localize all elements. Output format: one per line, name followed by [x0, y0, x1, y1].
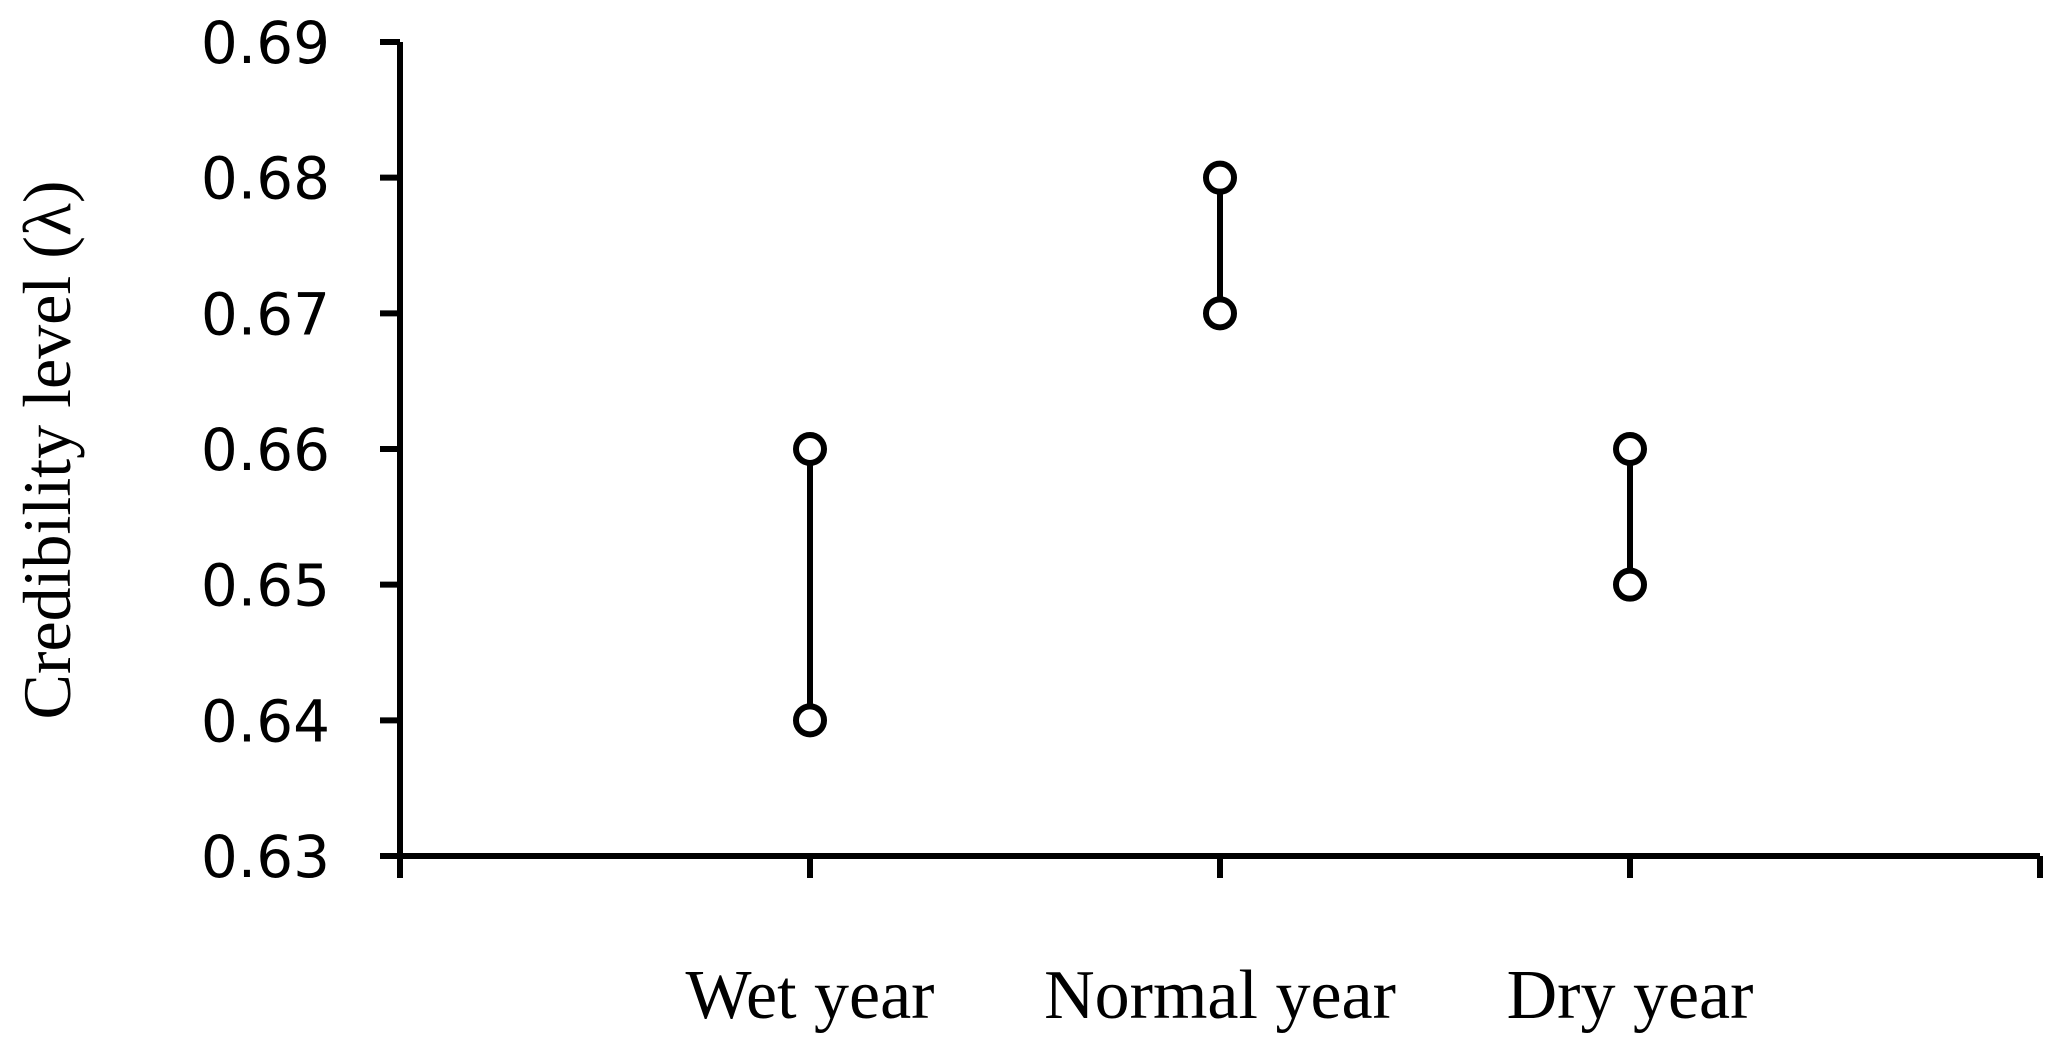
range-mark	[1613, 432, 1647, 602]
range-mark	[793, 432, 827, 738]
range-low-point	[1613, 567, 1647, 602]
y-tick-label: 0.69	[201, 9, 330, 77]
y-axis: 0.63 0.64 0.65 0.66 0.67 0.68 0.69	[201, 9, 403, 891]
y-tick-label: 0.65	[201, 552, 330, 620]
x-category-label: Wet year	[686, 957, 935, 1034]
range-low-point	[793, 703, 827, 738]
range-mark	[1203, 160, 1237, 331]
y-tick-label: 0.63	[201, 823, 330, 891]
x-category-label: Normal year	[1044, 957, 1396, 1034]
range-high-point	[1203, 160, 1237, 195]
y-tick-label: 0.66	[201, 416, 330, 484]
y-tick-label: 0.68	[201, 145, 330, 213]
y-tick-label: 0.64	[201, 687, 330, 755]
range-high-point	[1613, 432, 1647, 466]
range-high-point	[793, 432, 827, 466]
x-category-label: Dry year	[1507, 957, 1754, 1034]
y-axis-title: Credibility level (λ)	[9, 180, 85, 719]
range-marks	[793, 160, 1647, 738]
range-low-point	[1203, 296, 1237, 331]
y-tick-label: 0.67	[201, 280, 330, 348]
x-axis: Wet year Normal year Dry year	[397, 853, 2043, 1034]
